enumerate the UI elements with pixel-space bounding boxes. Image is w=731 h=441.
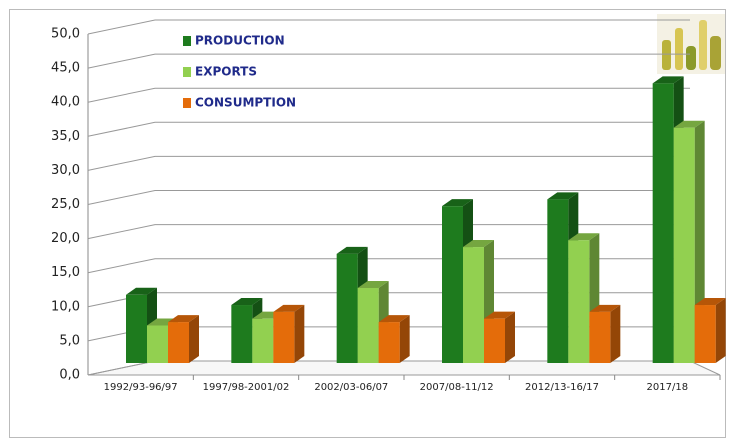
grid-line [87, 121, 690, 137]
bar-front [589, 311, 611, 363]
bar-front [463, 247, 484, 363]
y-tick-label: 10,0 [51, 299, 80, 314]
bar-top [568, 233, 600, 241]
bar-front [273, 311, 295, 363]
legend-swatch [183, 36, 191, 46]
y-tick-label: 5,0 [59, 333, 80, 348]
bar-front [547, 199, 569, 363]
y-tick-label: 30,0 [51, 163, 80, 178]
grid-line [87, 87, 690, 103]
grid-line [87, 53, 690, 69]
bar-front [336, 253, 358, 363]
bar-front [357, 287, 379, 363]
y-tick-label: 25,0 [51, 197, 80, 212]
bar-top [231, 298, 263, 306]
grid-line [87, 155, 690, 171]
bar-top [357, 280, 389, 288]
bar-front [378, 322, 400, 363]
x-tick-label: 2007/08-11/12 [420, 382, 494, 393]
bar-front [231, 305, 253, 363]
bar [589, 304, 621, 363]
x-tick-label: 2012/13-16/17 [525, 382, 599, 393]
bar-side [294, 304, 305, 363]
bar-front [126, 294, 147, 363]
bar-front [652, 83, 674, 363]
bar [484, 311, 515, 363]
y-tick-label: 50,0 [51, 27, 80, 42]
bar-top [273, 304, 305, 312]
bar-side [399, 315, 410, 363]
bar-top [378, 315, 410, 323]
bar-top [168, 315, 199, 323]
legend-label: PRODUCTION [195, 34, 285, 48]
bar-front [694, 305, 716, 363]
y-tick-label: 40,0 [51, 95, 80, 110]
bar [694, 298, 726, 363]
bottle-picture [657, 14, 725, 74]
grid-line [87, 224, 690, 240]
bar-side [610, 304, 621, 363]
legend-swatch [183, 98, 191, 108]
bar-top [547, 192, 579, 200]
bar [378, 315, 410, 363]
bar-top [652, 76, 684, 84]
bar [273, 304, 305, 363]
bar-top [336, 246, 368, 254]
bar-front [442, 206, 463, 363]
bar-top [673, 120, 705, 128]
y-tick-label: 20,0 [51, 231, 80, 246]
floor [87, 360, 721, 376]
bar-front [252, 318, 274, 363]
grid-line [87, 190, 690, 205]
grid-line [87, 19, 690, 35]
legend-label: CONSUMPTION [195, 96, 296, 110]
y-tick-label: 15,0 [51, 265, 80, 280]
bar-front [147, 325, 168, 363]
bar-top [589, 304, 621, 312]
grid-line [87, 258, 690, 274]
legend-label: EXPORTS [195, 65, 257, 79]
bar-top [463, 240, 494, 248]
y-tick-label: 0,0 [59, 368, 80, 383]
bar-front [568, 240, 590, 363]
y-tick-label: 35,0 [51, 129, 80, 144]
bar-front [168, 322, 189, 363]
bar-side [189, 315, 199, 363]
x-tick-label: 1992/93-96/97 [104, 382, 178, 393]
bar-top [694, 298, 726, 306]
y-tick-label: 45,0 [51, 61, 80, 76]
bar-top [484, 311, 515, 319]
bar-front [484, 318, 505, 363]
legend-swatch [183, 67, 191, 77]
bar-side [505, 311, 515, 363]
x-tick-label: 2017/18 [647, 382, 689, 393]
bar [168, 315, 199, 363]
bar-side [715, 298, 726, 363]
bar-top [126, 287, 157, 295]
bar-front [673, 127, 695, 364]
bar-top [442, 199, 473, 207]
x-tick-label: 2002/03-06/07 [314, 382, 388, 393]
x-tick-label: 1997/98-2001/02 [203, 382, 290, 393]
